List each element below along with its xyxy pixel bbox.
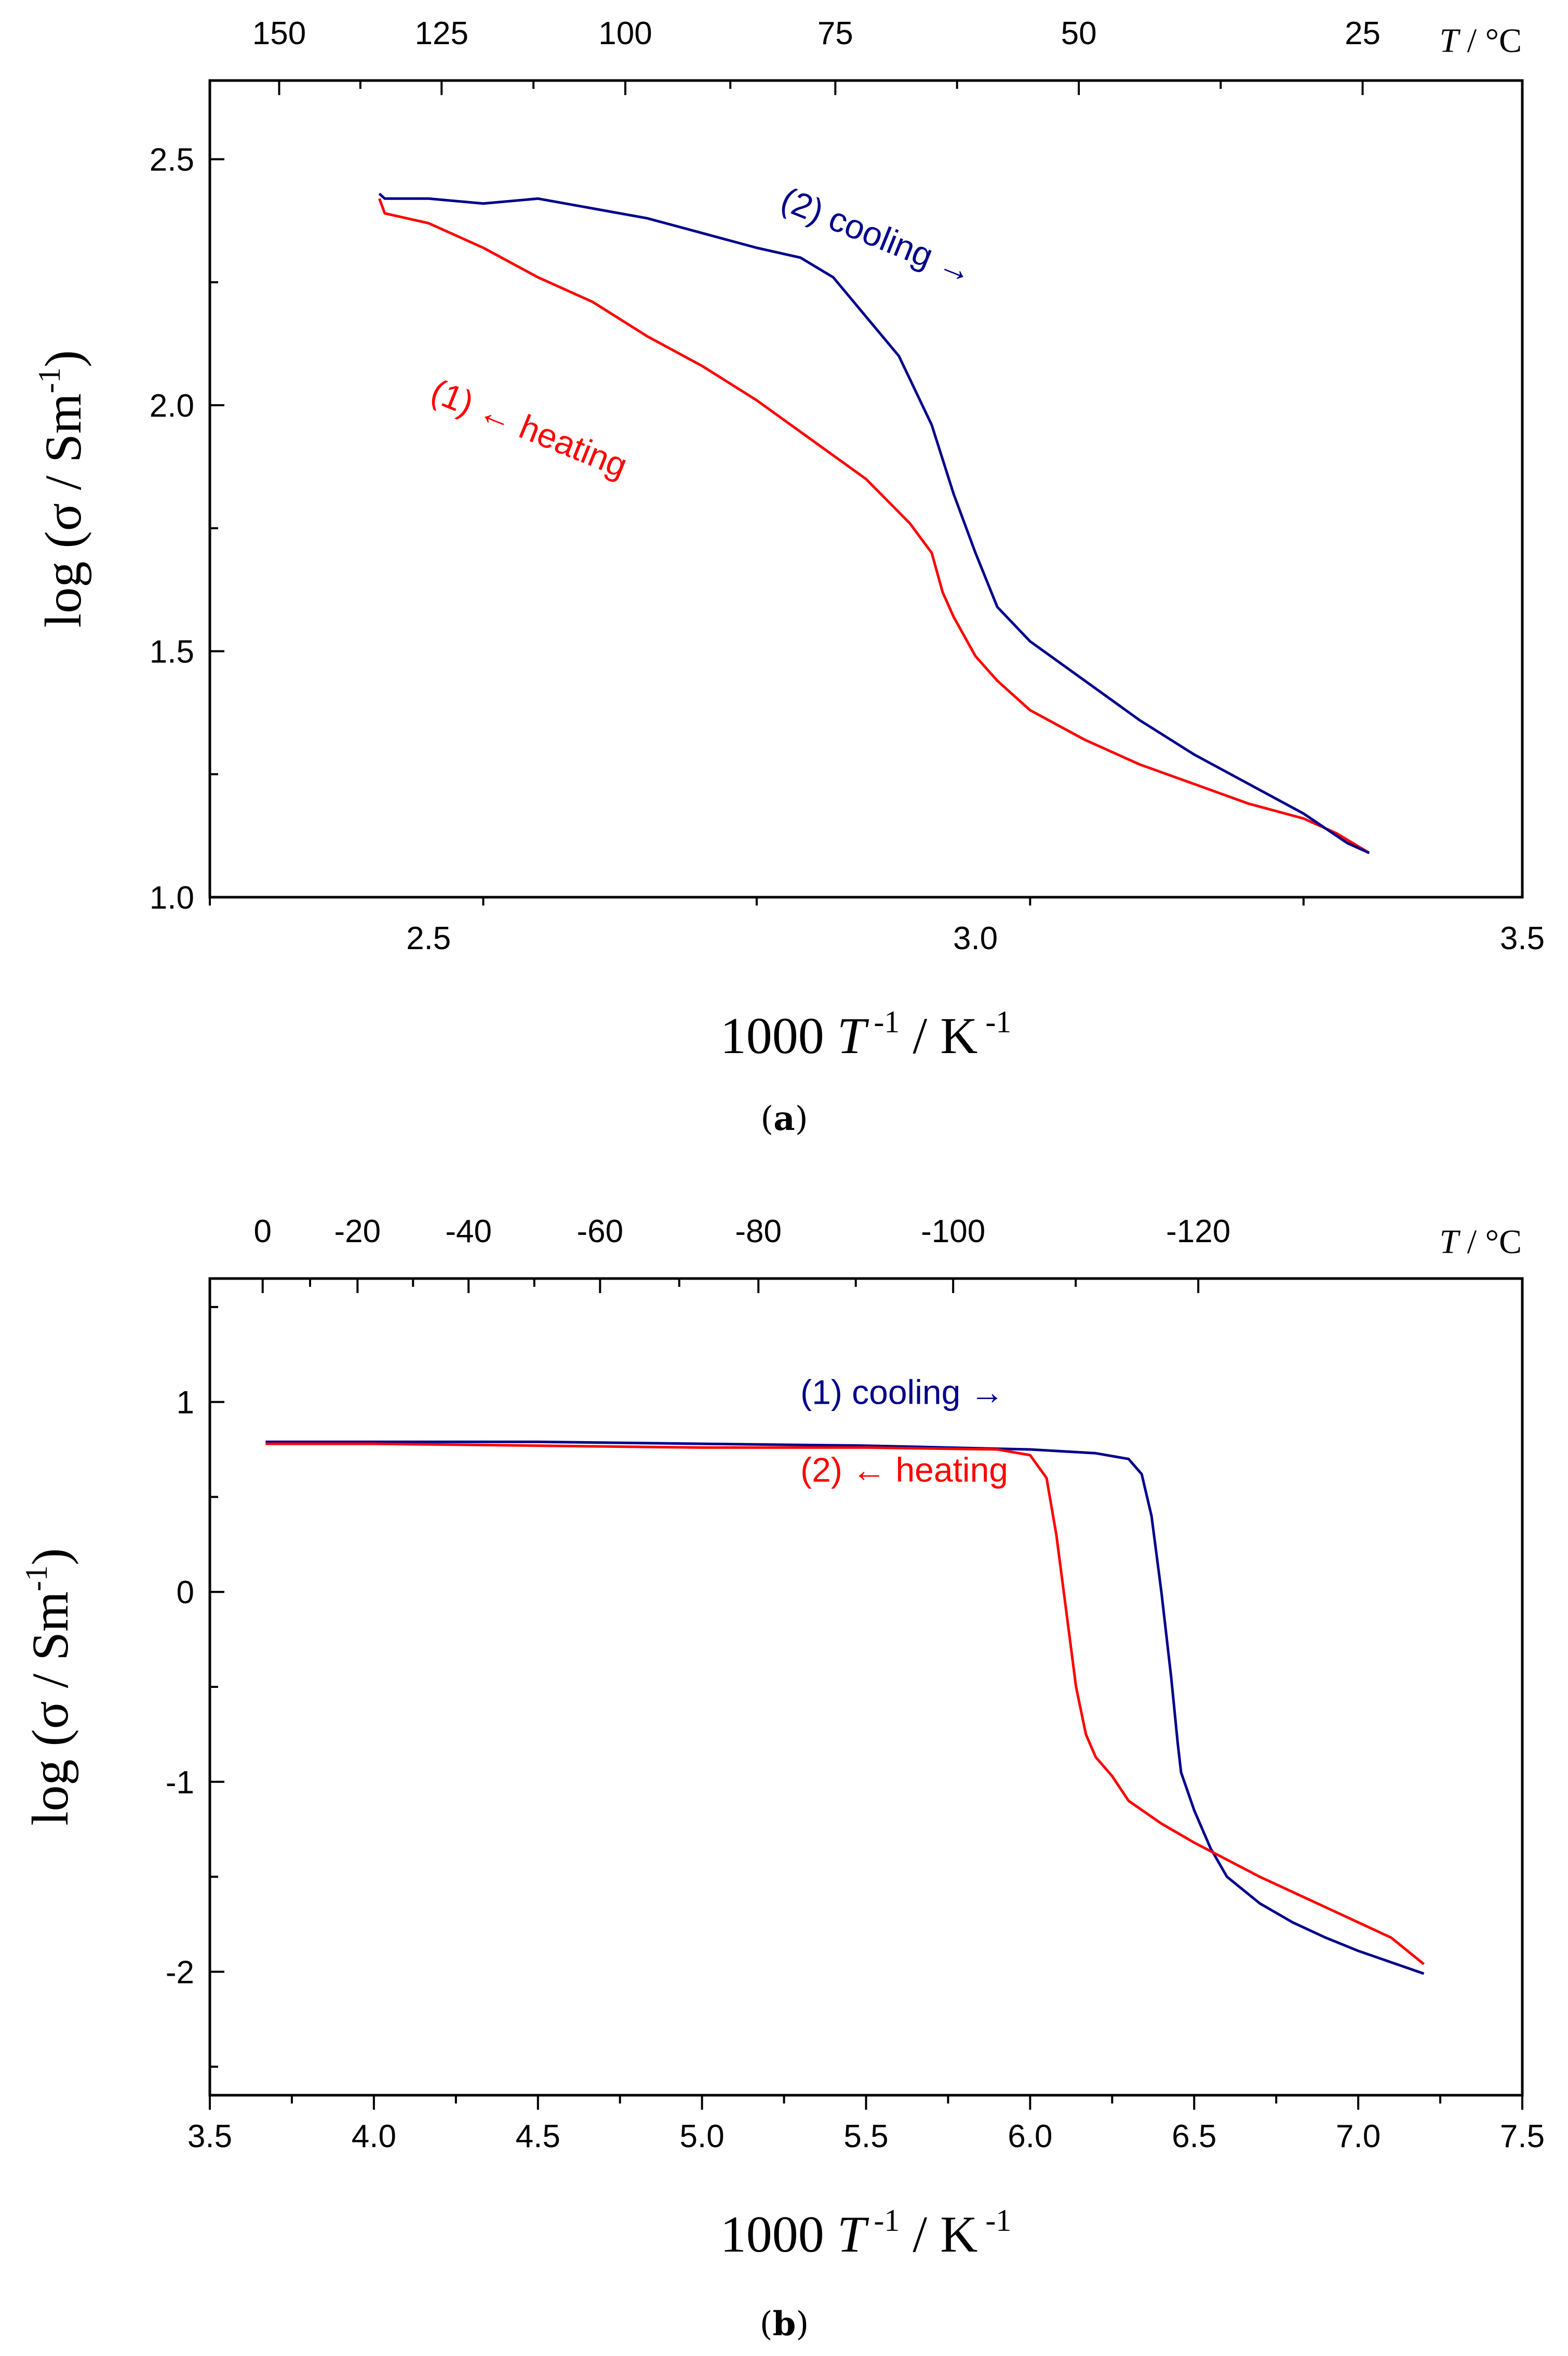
- top-tick-label: 125: [414, 16, 468, 51]
- top-tick-label: 150: [252, 16, 306, 51]
- y-tick-label: 2.0: [150, 388, 194, 424]
- y-tick-label: -1: [166, 1765, 194, 1801]
- y-tick-label: 0: [177, 1575, 194, 1610]
- x-tick-label: 3.5: [1500, 921, 1545, 956]
- top-tick-label: -100: [921, 1214, 985, 1249]
- top-tick-label: -40: [445, 1214, 492, 1249]
- series-line-2: [378, 192, 1370, 855]
- x-tick-label: 3.5: [187, 2119, 232, 2154]
- series-lines-a: [378, 192, 1370, 855]
- x-tick-label: 7.5: [1500, 2119, 1545, 2154]
- annotations-a: (2) cooling → (1) ← heating: [426, 180, 980, 485]
- tick-labels-a: 2.5 3.0 3.5 1.0 1.5 2.0 2.5 150 125 100 75 50 25: [150, 16, 1545, 956]
- panel-a: 2.5 3.0 3.5 1.0 1.5 2.0 2.5 150 125 100 75 50 25 (2)…: [32, 16, 1545, 1138]
- series-line-1: [378, 198, 1370, 854]
- x-tick-label: 6.5: [1172, 2119, 1216, 2154]
- y-tick-label: 2.5: [150, 142, 194, 178]
- x-tick-label: 4.0: [352, 2119, 396, 2154]
- panel-b: 3.5 4.0 4.5 5.0 5.5 6.0 6.5 7.0 7.5 -2 -1 0 1 0 -20 -40…: [19, 1214, 1545, 2344]
- tick-marks-b: [209, 1279, 1523, 2110]
- top-axis-unit-a: T / °C: [1440, 22, 1522, 60]
- plot-frame-a: [208, 79, 1524, 899]
- x-axis-title-a: 1000 T -1 / K -1: [720, 1005, 1012, 1064]
- x-tick-label: 3.0: [953, 921, 998, 956]
- top-tick-label: 0: [253, 1214, 271, 1249]
- series-line-1: [265, 1440, 1425, 1975]
- caption-b: (b): [760, 2305, 809, 2344]
- x-tick-label: 4.5: [516, 2119, 560, 2154]
- series-annotation: (2) cooling →: [776, 180, 980, 292]
- y-tick-label: 1.5: [150, 634, 194, 670]
- y-axis-title-a: log (σ / Sm-1): [32, 350, 92, 628]
- tick-labels-b: 3.5 4.0 4.5 5.0 5.5 6.0 6.5 7.0 7.5 -2 -1 0 1 0 -20 -40…: [166, 1214, 1545, 2154]
- caption-a: (a): [760, 1099, 808, 1138]
- tick-marks-a: [209, 81, 1364, 906]
- x-tick-label: 6.0: [1008, 2119, 1052, 2154]
- y-tick-label: -2: [166, 1954, 194, 1990]
- top-tick-label: 75: [817, 16, 853, 51]
- series-annotation: (1) cooling →: [800, 1373, 1004, 1411]
- top-tick-label: -120: [1166, 1214, 1230, 1249]
- y-tick-label: 1: [177, 1385, 194, 1421]
- top-tick-label: 100: [598, 16, 652, 51]
- annotations-b: (1) cooling → (2) ← heating: [800, 1373, 1008, 1489]
- x-axis-title-b: 1000 T -1 / K -1: [720, 2203, 1012, 2263]
- series-annotation: (2) ← heating: [800, 1450, 1008, 1489]
- top-tick-label: 50: [1061, 16, 1097, 51]
- series-lines-b: [265, 1440, 1425, 1975]
- top-tick-label: -80: [735, 1214, 782, 1249]
- top-tick-label: -60: [577, 1214, 624, 1249]
- series-annotation: (1) ← heating: [426, 371, 633, 485]
- x-tick-label: 2.5: [406, 921, 451, 956]
- top-tick-label: -20: [334, 1214, 381, 1249]
- top-axis-unit-b: T / °C: [1440, 1223, 1522, 1261]
- x-tick-label: 5.0: [680, 2119, 725, 2154]
- x-tick-label: 5.5: [843, 2119, 888, 2154]
- top-tick-label: 25: [1345, 16, 1381, 51]
- y-axis-title-b: log (σ / Sm-1): [19, 1548, 79, 1826]
- series-line-2: [265, 1442, 1425, 1965]
- x-tick-label: 7.0: [1336, 2119, 1381, 2154]
- y-tick-label: 1.0: [150, 880, 194, 916]
